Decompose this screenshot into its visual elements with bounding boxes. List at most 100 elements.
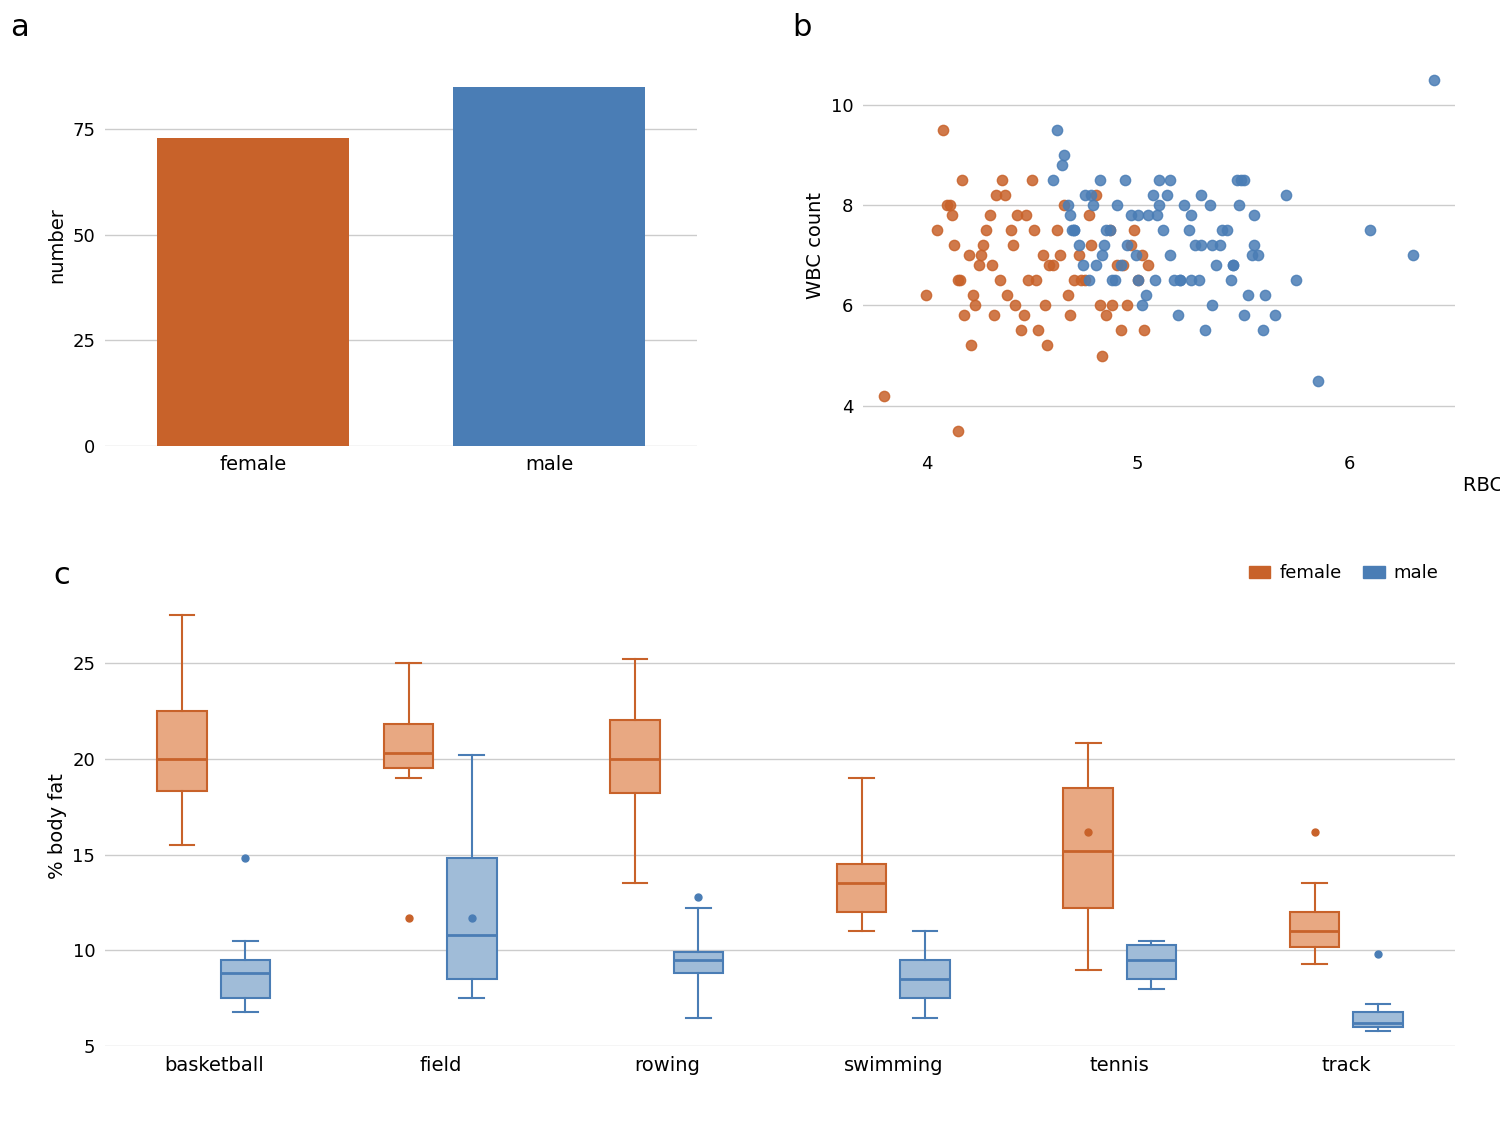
Point bbox=[1098, 222, 1122, 240]
Point bbox=[957, 246, 981, 264]
Point bbox=[1137, 256, 1161, 274]
PathPatch shape bbox=[158, 711, 207, 791]
Point bbox=[1011, 306, 1035, 324]
Point bbox=[1035, 336, 1059, 354]
Point bbox=[1190, 236, 1214, 254]
Point bbox=[1080, 236, 1104, 254]
Point bbox=[994, 287, 1018, 305]
Point bbox=[871, 387, 895, 405]
Point bbox=[1200, 236, 1224, 254]
Point bbox=[1056, 287, 1080, 305]
Text: c: c bbox=[54, 561, 70, 591]
Y-axis label: number: number bbox=[48, 207, 66, 284]
Point bbox=[1232, 306, 1256, 324]
PathPatch shape bbox=[610, 720, 660, 793]
Point bbox=[1173, 196, 1197, 214]
Point bbox=[1126, 206, 1150, 224]
Point bbox=[1197, 196, 1221, 214]
Point bbox=[1119, 206, 1143, 224]
Point bbox=[1236, 287, 1260, 305]
Point bbox=[1155, 187, 1179, 205]
Point bbox=[1072, 271, 1096, 289]
Point bbox=[1126, 271, 1150, 289]
Point bbox=[982, 306, 1006, 324]
Point bbox=[1088, 296, 1112, 314]
Point bbox=[1062, 222, 1086, 240]
Point bbox=[1034, 296, 1058, 314]
Point bbox=[1161, 271, 1185, 289]
PathPatch shape bbox=[447, 858, 497, 979]
PathPatch shape bbox=[384, 724, 433, 768]
Point bbox=[1215, 222, 1239, 240]
Point bbox=[1226, 171, 1250, 189]
PathPatch shape bbox=[1064, 788, 1113, 908]
Point bbox=[1305, 371, 1329, 389]
Point bbox=[1068, 271, 1092, 289]
Point bbox=[1284, 271, 1308, 289]
Point bbox=[1090, 246, 1114, 264]
Point bbox=[938, 196, 962, 214]
Point bbox=[1022, 222, 1046, 240]
Y-axis label: % body fat: % body fat bbox=[48, 773, 66, 879]
Point bbox=[1092, 236, 1116, 254]
Point bbox=[1108, 256, 1132, 274]
Point bbox=[1263, 306, 1287, 324]
Point bbox=[1104, 196, 1128, 214]
Point bbox=[1221, 256, 1245, 274]
Point bbox=[1041, 256, 1065, 274]
Point bbox=[1252, 287, 1276, 305]
Point bbox=[1246, 246, 1270, 264]
Point bbox=[1047, 246, 1071, 264]
Point bbox=[972, 236, 996, 254]
Point bbox=[1041, 171, 1065, 189]
Point bbox=[1401, 246, 1425, 264]
Point bbox=[962, 287, 986, 305]
Point bbox=[1077, 271, 1101, 289]
Point bbox=[1010, 322, 1034, 340]
Point bbox=[969, 246, 993, 264]
Point bbox=[1026, 322, 1050, 340]
Point bbox=[1058, 306, 1082, 324]
Point bbox=[958, 336, 982, 354]
Point bbox=[1114, 296, 1138, 314]
Point bbox=[1221, 256, 1245, 274]
Point bbox=[1148, 171, 1172, 189]
Point bbox=[1090, 346, 1114, 364]
Point bbox=[1168, 271, 1192, 289]
Point bbox=[1000, 236, 1024, 254]
Point bbox=[932, 122, 956, 140]
Point bbox=[1119, 236, 1143, 254]
Point bbox=[1251, 322, 1275, 340]
Point bbox=[1062, 271, 1086, 289]
Point bbox=[1030, 246, 1054, 264]
Point bbox=[1274, 187, 1298, 205]
Point bbox=[1132, 322, 1156, 340]
Point bbox=[1134, 287, 1158, 305]
Point bbox=[1143, 271, 1167, 289]
PathPatch shape bbox=[900, 960, 950, 998]
Point bbox=[1227, 196, 1251, 214]
Point bbox=[1240, 246, 1264, 264]
Point bbox=[1422, 71, 1446, 89]
Y-axis label: WBC count: WBC count bbox=[806, 192, 825, 299]
Point bbox=[946, 271, 970, 289]
PathPatch shape bbox=[1126, 945, 1176, 979]
Point bbox=[1124, 246, 1148, 264]
Point bbox=[1052, 146, 1076, 164]
Point bbox=[948, 271, 972, 289]
Point bbox=[1232, 171, 1256, 189]
Point bbox=[1122, 222, 1146, 240]
Point bbox=[1020, 171, 1044, 189]
Point bbox=[1016, 271, 1040, 289]
Point bbox=[1130, 246, 1154, 264]
Point bbox=[974, 222, 998, 240]
Point bbox=[1058, 206, 1082, 224]
Point bbox=[1046, 122, 1070, 140]
Point bbox=[1050, 156, 1074, 174]
Point bbox=[1150, 222, 1174, 240]
Point bbox=[1186, 271, 1210, 289]
Point bbox=[993, 187, 1017, 205]
Point bbox=[984, 187, 1008, 205]
PathPatch shape bbox=[837, 864, 886, 912]
PathPatch shape bbox=[674, 953, 723, 973]
